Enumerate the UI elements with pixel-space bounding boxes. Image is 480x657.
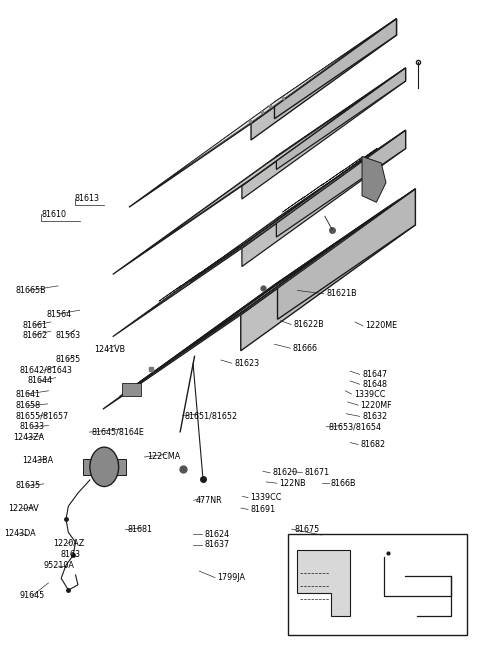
Text: 81675: 81675 — [294, 525, 319, 533]
Text: 1220AV: 1220AV — [8, 505, 38, 513]
Bar — [83, 459, 126, 475]
Text: 81645/8164E: 81645/8164E — [92, 428, 144, 437]
Text: 81661: 81661 — [22, 321, 47, 330]
Polygon shape — [116, 198, 402, 400]
Text: 1220MF: 1220MF — [360, 401, 392, 410]
Polygon shape — [113, 130, 406, 336]
Polygon shape — [122, 383, 141, 396]
Polygon shape — [129, 18, 396, 207]
Polygon shape — [141, 215, 377, 382]
Polygon shape — [198, 259, 220, 275]
Polygon shape — [178, 273, 200, 288]
Text: 1799JA: 1799JA — [217, 573, 245, 582]
Text: 81610: 81610 — [41, 210, 66, 219]
Text: 1243ZA: 1243ZA — [12, 434, 44, 442]
Text: 81622B: 81622B — [294, 320, 324, 329]
Text: 81682: 81682 — [360, 440, 386, 449]
Text: 81681: 81681 — [128, 526, 153, 534]
Text: 81653/81654: 81653/81654 — [328, 422, 382, 432]
Text: 1339CC: 1339CC — [251, 493, 282, 502]
Text: 81642/81643: 81642/81643 — [20, 366, 72, 375]
Text: 81647: 81647 — [362, 370, 387, 379]
Polygon shape — [242, 68, 406, 199]
Text: 1241VB: 1241VB — [94, 345, 125, 354]
Text: 81662: 81662 — [22, 330, 48, 340]
Text: 8163: 8163 — [60, 550, 81, 559]
Text: 1243BA: 1243BA — [22, 457, 53, 465]
Text: 81671: 81671 — [305, 468, 330, 477]
Text: 1220ME: 1220ME — [365, 321, 397, 330]
Text: 477NR: 477NR — [196, 496, 223, 505]
Text: 81658: 81658 — [15, 401, 40, 411]
Text: 81666: 81666 — [293, 344, 318, 353]
Polygon shape — [321, 170, 344, 185]
Polygon shape — [216, 246, 239, 262]
Polygon shape — [241, 189, 415, 351]
Text: 81655: 81655 — [56, 355, 81, 365]
Text: 81633: 81633 — [20, 422, 45, 432]
Text: 81620: 81620 — [273, 468, 298, 477]
Polygon shape — [158, 38, 368, 186]
Polygon shape — [283, 196, 305, 212]
Polygon shape — [301, 183, 324, 199]
Text: 81563: 81563 — [56, 330, 81, 340]
Polygon shape — [277, 189, 415, 319]
Polygon shape — [159, 286, 181, 302]
Polygon shape — [113, 68, 406, 275]
Text: 81632: 81632 — [362, 412, 387, 421]
Text: 81651/81652: 81651/81652 — [185, 411, 238, 420]
Polygon shape — [190, 239, 252, 282]
Polygon shape — [251, 18, 396, 140]
Polygon shape — [275, 18, 396, 119]
Text: 81644: 81644 — [27, 376, 52, 386]
Polygon shape — [276, 68, 406, 170]
Text: 81655/81657: 81655/81657 — [15, 412, 68, 421]
Text: 1220AZ: 1220AZ — [53, 539, 84, 548]
Text: 95210A: 95210A — [44, 561, 75, 570]
Text: 81635: 81635 — [15, 482, 40, 490]
Polygon shape — [276, 130, 406, 237]
Polygon shape — [103, 189, 415, 409]
Polygon shape — [298, 550, 350, 616]
Polygon shape — [132, 145, 386, 323]
Polygon shape — [242, 130, 406, 267]
Text: 81621B: 81621B — [326, 289, 357, 298]
Text: 81613: 81613 — [75, 194, 100, 203]
Text: 81624: 81624 — [204, 530, 229, 539]
Text: 122CMA: 122CMA — [147, 453, 180, 461]
Text: 8166B: 8166B — [331, 479, 357, 487]
Text: 81648: 81648 — [362, 380, 387, 389]
Text: 1243DA: 1243DA — [4, 528, 36, 537]
Polygon shape — [151, 95, 368, 248]
Text: 81665B: 81665B — [15, 286, 46, 295]
Text: 81637: 81637 — [204, 540, 229, 549]
Polygon shape — [340, 157, 362, 173]
Polygon shape — [362, 156, 386, 202]
Text: 1339CC: 1339CC — [354, 390, 385, 399]
Text: 91645: 91645 — [20, 591, 45, 600]
Text: 81623: 81623 — [234, 359, 259, 368]
Polygon shape — [236, 148, 377, 250]
Text: 81564: 81564 — [46, 309, 72, 319]
Circle shape — [91, 449, 118, 485]
Text: 81641: 81641 — [15, 390, 40, 399]
Bar — [288, 533, 468, 635]
Text: 122NB: 122NB — [279, 479, 306, 487]
Text: 81691: 81691 — [251, 505, 276, 514]
